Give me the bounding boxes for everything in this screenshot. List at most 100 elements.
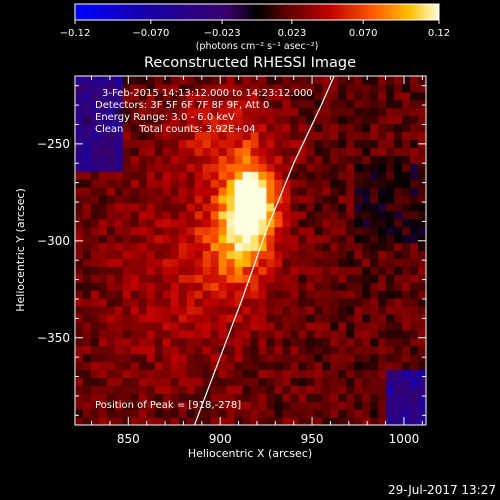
heatmap-cell: [274, 91, 284, 101]
heatmap-cell: [226, 210, 236, 220]
heatmap-cell: [186, 409, 196, 418]
heatmap-cell: [250, 329, 260, 339]
heatmap-cell: [402, 345, 411, 355]
heatmap-cell: [106, 147, 116, 156]
heatmap-cell: [362, 210, 371, 220]
heatmap-cell: [210, 202, 220, 212]
heatmap-cell: [346, 210, 355, 220]
heatmap-cell: [162, 369, 172, 379]
heatmap-cell: [234, 147, 244, 156]
heatmap-cell: [274, 329, 284, 339]
heatmap-cell: [306, 202, 315, 212]
heatmap-cell: [418, 155, 426, 164]
heatmap-cell: [170, 202, 180, 212]
heatmap-cell: [242, 171, 252, 180]
heatmap-cell: [170, 242, 180, 252]
heatmap-cell: [274, 115, 284, 125]
heatmap-cell: [298, 393, 307, 402]
heatmap-cell: [218, 329, 228, 339]
heatmap-cell: [266, 321, 276, 331]
heatmap-cell: [410, 163, 419, 172]
heatmap-cell: [234, 385, 244, 394]
heatmap-cell: [178, 266, 188, 275]
heatmap-cell: [402, 171, 411, 180]
heatmap-cell: [394, 171, 403, 180]
heatmap-cell: [378, 139, 387, 148]
heatmap-cell: [242, 306, 252, 315]
heatmap-cell: [314, 385, 323, 394]
heatmap-cell: [146, 353, 156, 363]
heatmap-cell: [186, 179, 196, 188]
heatmap-cell: [178, 369, 188, 379]
heatmap-cell: [250, 99, 260, 109]
heatmap-cell: [218, 409, 228, 418]
x-axis-title: Heliocentric X (arcsec): [188, 447, 312, 460]
heatmap-cell: [75, 258, 84, 267]
heatmap-cell: [258, 282, 268, 291]
heatmap-cell: [266, 313, 276, 323]
heatmap-cell: [82, 139, 92, 148]
heatmap-cell: [266, 99, 276, 109]
heatmap-cell: [122, 321, 132, 331]
heatmap-cell: [418, 306, 426, 315]
heatmap-cell: [210, 258, 220, 267]
heatmap-cell: [138, 321, 148, 331]
heatmap-cell: [210, 234, 220, 244]
heatmap-cell: [90, 210, 100, 220]
heatmap-cell: [410, 290, 419, 299]
heatmap-cell: [210, 266, 220, 275]
heatmap-cell: [138, 393, 148, 402]
heatmap-cell: [322, 76, 331, 85]
heatmap-cell: [386, 163, 395, 172]
heatmap-cell: [386, 274, 395, 283]
heatmap-cell: [186, 337, 196, 347]
heatmap-cell: [402, 393, 411, 402]
heatmap-cell: [402, 266, 411, 275]
heatmap-cell: [362, 187, 371, 196]
heatmap-cell: [194, 234, 204, 244]
heatmap-cell: [250, 171, 260, 180]
heatmap-cell: [202, 409, 212, 418]
heatmap-cell: [410, 250, 419, 260]
heatmap-cell: [170, 76, 180, 85]
heatmap-cell: [306, 274, 315, 283]
heatmap-cell: [338, 194, 347, 204]
heatmap-cell: [298, 274, 307, 283]
heatmap-cell: [306, 226, 315, 236]
heatmap-cell: [354, 353, 363, 363]
heatmap-cell: [290, 242, 299, 252]
heatmap-cell: [290, 99, 299, 109]
heatmap-cell: [378, 131, 387, 141]
heatmap-cell: [338, 179, 347, 188]
heatmap-cell: [154, 417, 164, 425]
heatmap-cell: [354, 337, 363, 347]
heatmap-cell: [362, 282, 371, 291]
heatmap-cell: [330, 99, 339, 109]
heatmap-cell: [346, 139, 355, 148]
heatmap-cell: [386, 242, 395, 252]
heatmap-cell: [394, 321, 403, 331]
heatmap-cell: [378, 107, 387, 117]
heatmap-cell: [378, 210, 387, 220]
heatmap-cell: [154, 345, 164, 355]
heatmap-cell: [98, 401, 108, 410]
heatmap-cell: [162, 218, 172, 228]
heatmap-cell: [242, 369, 252, 379]
heatmap-cell: [218, 123, 228, 133]
heatmap-cell: [178, 147, 188, 156]
heatmap-cell: [82, 179, 92, 188]
heatmap-cell: [122, 210, 132, 220]
heatmap-cell: [162, 155, 172, 164]
heatmap-cell: [266, 107, 276, 117]
heatmap-cell: [274, 187, 284, 196]
heatmap-cell: [362, 385, 371, 394]
heatmap-cell: [114, 147, 124, 156]
heatmap-cell: [290, 298, 299, 307]
heatmap-cell: [410, 401, 419, 410]
heatmap-cell: [98, 187, 108, 196]
heatmap-cell: [130, 242, 140, 252]
heatmap-cell: [162, 258, 172, 267]
heatmap-cell: [114, 282, 124, 291]
heatmap-cell: [338, 171, 347, 180]
heatmap-cell: [75, 131, 84, 141]
